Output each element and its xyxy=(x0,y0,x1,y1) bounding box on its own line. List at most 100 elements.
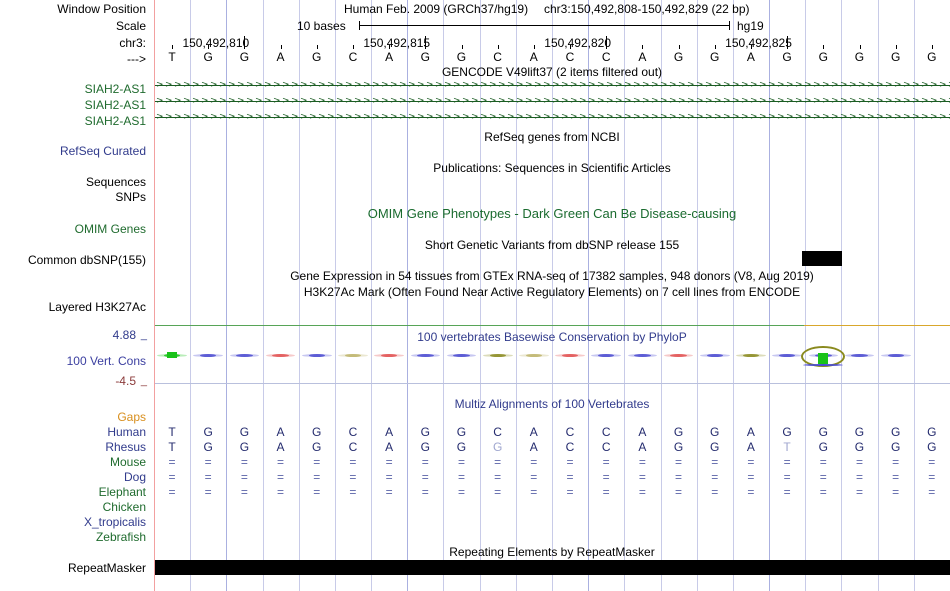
label-100-vert-cons[interactable]: 100 Vert. Cons xyxy=(66,354,146,368)
strand-arrow-icon: > xyxy=(273,112,281,122)
label-species-xtropicalis[interactable]: X_tropicalis xyxy=(83,515,146,529)
conservation-positive-peak[interactable] xyxy=(167,352,178,359)
conservation-bar[interactable] xyxy=(887,354,904,358)
conservation-bar[interactable] xyxy=(381,354,398,358)
label-refseq-curated[interactable]: RefSeq Curated xyxy=(59,144,146,158)
conservation-bar[interactable] xyxy=(525,354,543,358)
gencode-transcript-row-2[interactable]: > > > > > > > > > > > > > > > > > > > > > > > > > > > > > > > > > > > > > > > >… xyxy=(154,96,950,107)
label-species-mouse[interactable]: Mouse xyxy=(109,455,146,469)
conservation-highlight-ellipse[interactable] xyxy=(801,346,846,368)
strand-arrow-icon: > xyxy=(282,112,290,122)
title-publications[interactable]: Publications: Sequences in Scientific Ar… xyxy=(433,161,671,175)
label-window-position[interactable]: Window Position xyxy=(57,2,146,16)
conservation-bar[interactable] xyxy=(453,354,470,358)
label-repeatmasker[interactable]: RepeatMasker xyxy=(67,561,146,575)
dbsnp-variant-block[interactable] xyxy=(802,251,842,266)
multiz-row-mouse[interactable]: = = = = = = = = = = = = = = = = = = = = = = xyxy=(154,455,950,469)
label-gencode-3[interactable]: SIAH2-AS1 xyxy=(84,114,146,128)
title-repeatmasker[interactable]: Repeating Elements by RepeatMasker xyxy=(449,545,655,559)
conservation-bar[interactable] xyxy=(670,354,687,358)
conservation-bar[interactable] xyxy=(417,354,434,358)
title-h3k27ac[interactable]: H3K27Ac Mark (Often Found Near Active Re… xyxy=(303,285,801,299)
strand-arrow-icon: > xyxy=(750,96,758,106)
conservation-bar[interactable] xyxy=(308,354,325,358)
conservation-bar[interactable] xyxy=(236,354,253,358)
strand-arrow-icon: > xyxy=(768,80,776,90)
strand-arrow-icon: > xyxy=(624,80,632,90)
multiz-base-human: C xyxy=(493,425,502,439)
strand-arrow-icon: > xyxy=(273,96,281,106)
strand-arrow-icon: > xyxy=(471,96,479,106)
strand-arrow-icon: > xyxy=(480,112,488,122)
label-species-elephant[interactable]: Elephant xyxy=(98,485,146,499)
multiz-base-rhesus: G xyxy=(818,440,828,454)
strand-arrow-icon: > xyxy=(237,96,245,106)
title-refseq[interactable]: RefSeq genes from NCBI xyxy=(484,130,620,144)
title-gencode[interactable]: GENCODE V49lift37 (2 items filtered out) xyxy=(441,65,663,79)
multiz-row-dog[interactable]: = = = = = = = = = = = = = = = = = = = = = = xyxy=(154,470,950,484)
strand-arrow-icon: > xyxy=(705,96,713,106)
multiz-row-elephant[interactable]: = = = = = = = = = = = = = = = = = = = = = = xyxy=(154,485,950,499)
label-species-chicken[interactable]: Chicken xyxy=(102,500,146,514)
gencode-intron-line xyxy=(154,101,950,102)
strand-arrow-icon: > xyxy=(804,96,812,106)
strand-arrow-icon: > xyxy=(714,112,722,122)
sequence-base: G xyxy=(890,50,901,64)
title-phylop[interactable]: 100 vertebrates Basewise Conservation by… xyxy=(417,330,687,344)
conservation-bar[interactable] xyxy=(561,354,579,358)
multiz-unaligned-glyph: = xyxy=(783,485,791,499)
conservation-bar[interactable] xyxy=(344,354,362,358)
strand-arrow-icon: > xyxy=(444,80,452,90)
label-common-dbsnp[interactable]: Common dbSNP(155) xyxy=(27,253,146,267)
label-species-dog[interactable]: Dog xyxy=(123,470,146,484)
strand-arrow-icon: > xyxy=(840,96,848,106)
strand-arrow-icon: > xyxy=(858,112,866,122)
strand-arrow-icon: > xyxy=(804,80,812,90)
label-chrom[interactable]: chr3: xyxy=(119,36,146,50)
strand-arrow-icon: > xyxy=(570,96,578,106)
sequence-base: A xyxy=(638,50,647,64)
sequence-base: C xyxy=(348,50,358,64)
multiz-unaligned-glyph: = xyxy=(168,455,176,469)
strand-arrow-icon: > xyxy=(948,113,950,122)
ruler-tick-mark xyxy=(244,36,246,48)
multiz-unaligned-glyph: = xyxy=(855,470,863,484)
repeatmasker-feature-block[interactable] xyxy=(154,560,950,575)
title-omim[interactable]: OMIM Gene Phenotypes - Dark Green Can Be… xyxy=(367,206,737,221)
strand-arrow-icon: > xyxy=(165,112,173,122)
label-snps[interactable]: SNPs xyxy=(115,190,146,204)
strand-arrow-icon: > xyxy=(561,96,569,106)
strand-arrow-icon: > xyxy=(633,80,641,90)
conservation-bar[interactable] xyxy=(706,354,723,358)
cons-axis-top-green xyxy=(154,325,804,326)
title-multiz[interactable]: Multiz Alignments of 100 Vertebrates xyxy=(454,397,650,411)
label-gencode-2[interactable]: SIAH2-AS1 xyxy=(84,98,146,112)
ruler-minor-tick xyxy=(859,45,861,49)
label-omim-genes[interactable]: OMIM Genes xyxy=(74,222,146,236)
label-species-zebrafish[interactable]: Zebrafish xyxy=(95,530,146,544)
conservation-bar[interactable] xyxy=(742,354,760,358)
strand-arrow-icon: > xyxy=(624,112,632,122)
label-species-human[interactable]: Human xyxy=(107,425,146,439)
conservation-bar[interactable] xyxy=(489,354,506,358)
label-layered-h3k27ac[interactable]: Layered H3K27Ac xyxy=(48,300,146,314)
conservation-bar[interactable] xyxy=(634,354,651,358)
strand-arrow-icon: > xyxy=(300,112,308,122)
conservation-bar[interactable] xyxy=(598,354,615,358)
conservation-bar[interactable] xyxy=(200,354,217,358)
label-species-rhesus[interactable]: Rhesus xyxy=(105,440,146,454)
label-sequences[interactable]: Sequences xyxy=(85,175,146,189)
title-gtex[interactable]: Gene Expression in 54 tissues from GTEx … xyxy=(290,269,814,283)
ruler-minor-tick xyxy=(823,45,825,49)
conservation-bar[interactable] xyxy=(851,354,868,358)
gencode-transcript-row-3[interactable]: > > > > > > > > > > > > > > > > > > > > > > > > > > > > > > > > > > > > > > > >… xyxy=(154,112,950,123)
gencode-transcript-row-1[interactable]: > > > > > > > > > > > > > > > > > > > > > > > > > > > > > > > > > > > > > > > >… xyxy=(154,80,950,91)
label-gaps[interactable]: Gaps xyxy=(117,410,146,424)
label-scale[interactable]: Scale xyxy=(115,19,146,33)
title-dbsnp[interactable]: Short Genetic Variants from dbSNP releas… xyxy=(424,238,680,252)
label-gencode-1[interactable]: SIAH2-AS1 xyxy=(84,82,146,96)
conservation-bar[interactable] xyxy=(779,354,796,358)
conservation-bar[interactable] xyxy=(272,354,289,358)
